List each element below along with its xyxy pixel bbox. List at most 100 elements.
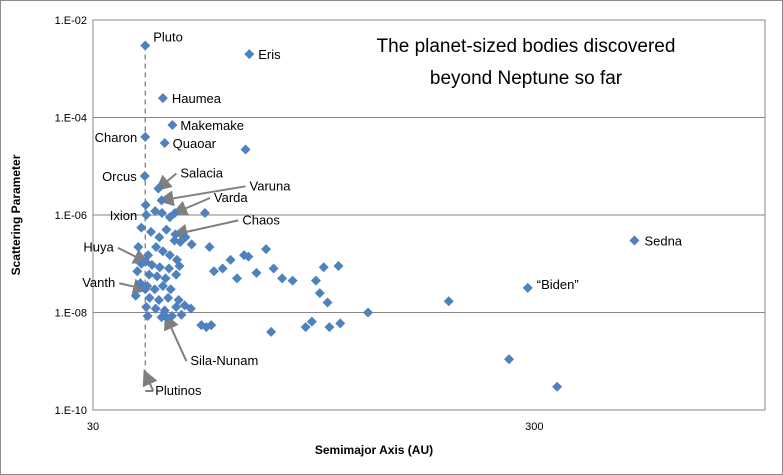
- data-point: [300, 322, 311, 333]
- data-point: [161, 224, 172, 235]
- data-point: [136, 222, 147, 233]
- point-sedna-label: Sedna: [644, 233, 682, 248]
- data-point: [277, 273, 288, 284]
- data-point: [144, 292, 155, 303]
- point-chaos-label: Chaos: [242, 212, 280, 227]
- data-point: [174, 260, 185, 271]
- data-point: [335, 318, 346, 329]
- data-point: [217, 263, 228, 274]
- point-charon: [140, 131, 151, 142]
- point-varuna-leader: [157, 185, 246, 207]
- point-varda-leader: [171, 197, 211, 216]
- plutinos-arrow: [142, 369, 158, 392]
- data-point: [243, 251, 254, 262]
- data-point: [164, 250, 175, 261]
- y-tick-label: 1.E-02: [55, 15, 87, 27]
- point-haumea-label: Haumea: [172, 91, 222, 106]
- point-orcus: [139, 171, 150, 182]
- point-ixion-label: Ixion: [110, 208, 137, 223]
- x-tick-label: 30: [87, 421, 99, 433]
- data-point: [153, 295, 164, 306]
- y-tick-label: 1.E-10: [55, 405, 87, 417]
- data-points: [130, 40, 640, 392]
- point-salacia: [153, 183, 164, 194]
- data-point: [171, 301, 182, 312]
- data-point: [185, 303, 196, 314]
- point-biden-label: “Biden”: [537, 277, 579, 292]
- point-makemake: [167, 120, 178, 131]
- data-point: [261, 244, 272, 255]
- data-point: [163, 263, 174, 274]
- data-point: [318, 262, 329, 273]
- data-point: [206, 320, 217, 331]
- point-eris-label: Eris: [258, 47, 281, 62]
- data-point: [180, 232, 191, 243]
- data-point: [251, 267, 262, 278]
- data-point: [154, 262, 165, 273]
- point-makemake-label: Makemake: [180, 118, 244, 133]
- point-chaos-leader: [171, 219, 239, 240]
- data-point: [152, 271, 163, 282]
- y-tick-label: 1.E-08: [55, 308, 87, 320]
- point-vanth: [140, 284, 151, 295]
- data-point: [165, 284, 176, 295]
- data-point: [363, 307, 374, 318]
- data-point: [154, 232, 165, 243]
- data-point: [208, 266, 219, 277]
- data-point: [132, 266, 143, 277]
- point-salacia-label: Salacia: [180, 165, 223, 180]
- data-point: [163, 292, 174, 303]
- data-point: [333, 260, 344, 271]
- chart-title-line-2: beyond Neptune so far: [430, 68, 623, 89]
- y-tick-label: 1.E-04: [55, 113, 87, 125]
- data-point: [150, 303, 161, 314]
- point-chaos: [170, 229, 181, 240]
- data-point: [443, 296, 454, 307]
- data-point: [157, 246, 168, 257]
- data-point: [204, 242, 215, 253]
- point-orcus-label: Orcus: [102, 169, 137, 184]
- data-point: [504, 354, 515, 365]
- chart-title-line-1: The planet-sized bodies discovered: [377, 36, 676, 57]
- data-point: [140, 200, 151, 211]
- data-point: [240, 144, 251, 155]
- data-point: [268, 263, 279, 274]
- data-point: [310, 275, 321, 286]
- point-silanunam: [161, 312, 172, 323]
- point-silanunam-label: Sila-Nunam: [190, 353, 258, 368]
- data-point: [151, 242, 162, 253]
- point-varda: [169, 207, 180, 218]
- point-salacia-leader: [155, 172, 178, 192]
- data-point: [287, 275, 298, 286]
- y-axis-title: Scattering Parameter: [9, 154, 23, 275]
- data-point: [225, 254, 236, 265]
- data-point: [322, 297, 333, 308]
- point-ixion: [141, 210, 152, 220]
- point-biden: [522, 282, 533, 293]
- data-point: [552, 381, 563, 392]
- point-pluto: [140, 40, 151, 51]
- axes: [92, 19, 766, 411]
- point-charon-label: Charon: [95, 130, 138, 145]
- data-point: [314, 288, 325, 299]
- plutinos-guide: Plutinos: [142, 45, 202, 398]
- data-point: [141, 301, 152, 312]
- point-huya: [140, 256, 151, 267]
- plutinos-label: Plutinos: [155, 383, 202, 398]
- point-sedna: [629, 235, 640, 246]
- data-point: [142, 310, 153, 321]
- point-huya-label: Huya: [83, 240, 114, 255]
- data-point: [160, 273, 171, 284]
- leader-lines: [117, 172, 246, 362]
- point-labels: Pluto Eris Haumea Makemake Charon Quaoar Orcus…: [82, 29, 683, 368]
- data-point: [157, 280, 168, 291]
- point-haumea: [157, 93, 168, 104]
- data-point: [266, 326, 277, 337]
- point-varuna-label: Varuna: [250, 178, 292, 193]
- point-varda-label: Varda: [214, 190, 248, 205]
- data-point: [130, 290, 141, 301]
- point-vanth-leader: [119, 278, 150, 295]
